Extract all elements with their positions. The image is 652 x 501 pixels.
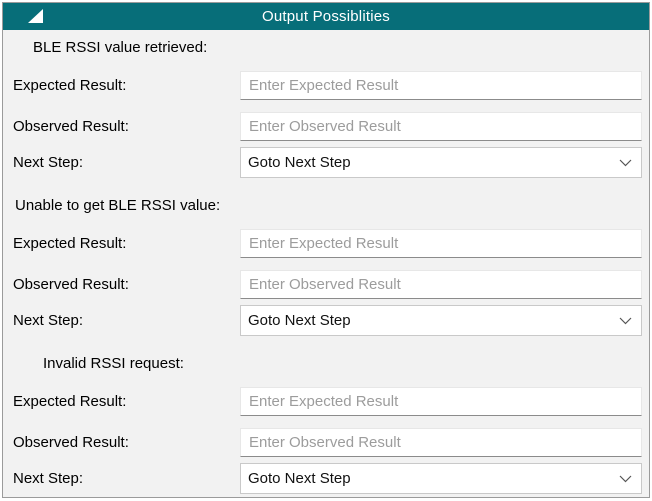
field-label: Next Step: [13, 470, 84, 487]
panel-title: Output Possiblities [261, 8, 391, 25]
field-label: Observed Result: [13, 434, 129, 451]
field-label: Next Step: [13, 312, 84, 329]
observed-result-input[interactable] [240, 428, 642, 457]
field-label: Next Step: [13, 154, 84, 171]
field-label: Observed Result: [13, 118, 129, 135]
field-label: Expected Result: [13, 393, 127, 410]
observed-result-row: Observed Result: [13, 112, 642, 141]
next-step-select[interactable]: Goto Next Step [240, 305, 642, 336]
field-label: Expected Result: [13, 77, 127, 94]
panel-header: Output Possiblities [3, 3, 649, 30]
next-step-select[interactable]: Goto Next Step [240, 147, 642, 178]
section-heading: Invalid RSSI request: [43, 355, 184, 372]
next-step-row: Next Step: Goto Next Step [13, 147, 642, 178]
field-label: Observed Result: [13, 276, 129, 293]
expected-result-input[interactable] [240, 71, 642, 100]
next-step-select[interactable]: Goto Next Step [240, 463, 642, 494]
section-heading: BLE RSSI value retrieved: [33, 39, 208, 56]
observed-result-row: Observed Result: [13, 428, 642, 457]
expected-result-row: Expected Result: [13, 387, 642, 416]
expected-result-input[interactable] [240, 229, 642, 258]
observed-result-row: Observed Result: [13, 270, 642, 299]
expected-result-input[interactable] [240, 387, 642, 416]
observed-result-input[interactable] [240, 112, 642, 141]
panel-content: BLE RSSI value retrieved: Expected Resul… [3, 30, 649, 500]
section-unable-to-get-rssi: Unable to get BLE RSSI value: Expected R… [13, 197, 642, 336]
expected-result-row: Expected Result: [13, 229, 642, 258]
collapse-triangle-icon[interactable] [27, 9, 44, 24]
section-ble-rssi-retrieved: BLE RSSI value retrieved: Expected Resul… [13, 39, 642, 178]
next-step-row: Next Step: Goto Next Step [13, 463, 642, 494]
expected-result-row: Expected Result: [13, 71, 642, 100]
section-invalid-rssi-request: Invalid RSSI request: Expected Result: O… [13, 355, 642, 494]
field-label: Expected Result: [13, 235, 127, 252]
next-step-row: Next Step: Goto Next Step [13, 305, 642, 336]
observed-result-input[interactable] [240, 270, 642, 299]
section-heading: Unable to get BLE RSSI value: [15, 197, 221, 214]
